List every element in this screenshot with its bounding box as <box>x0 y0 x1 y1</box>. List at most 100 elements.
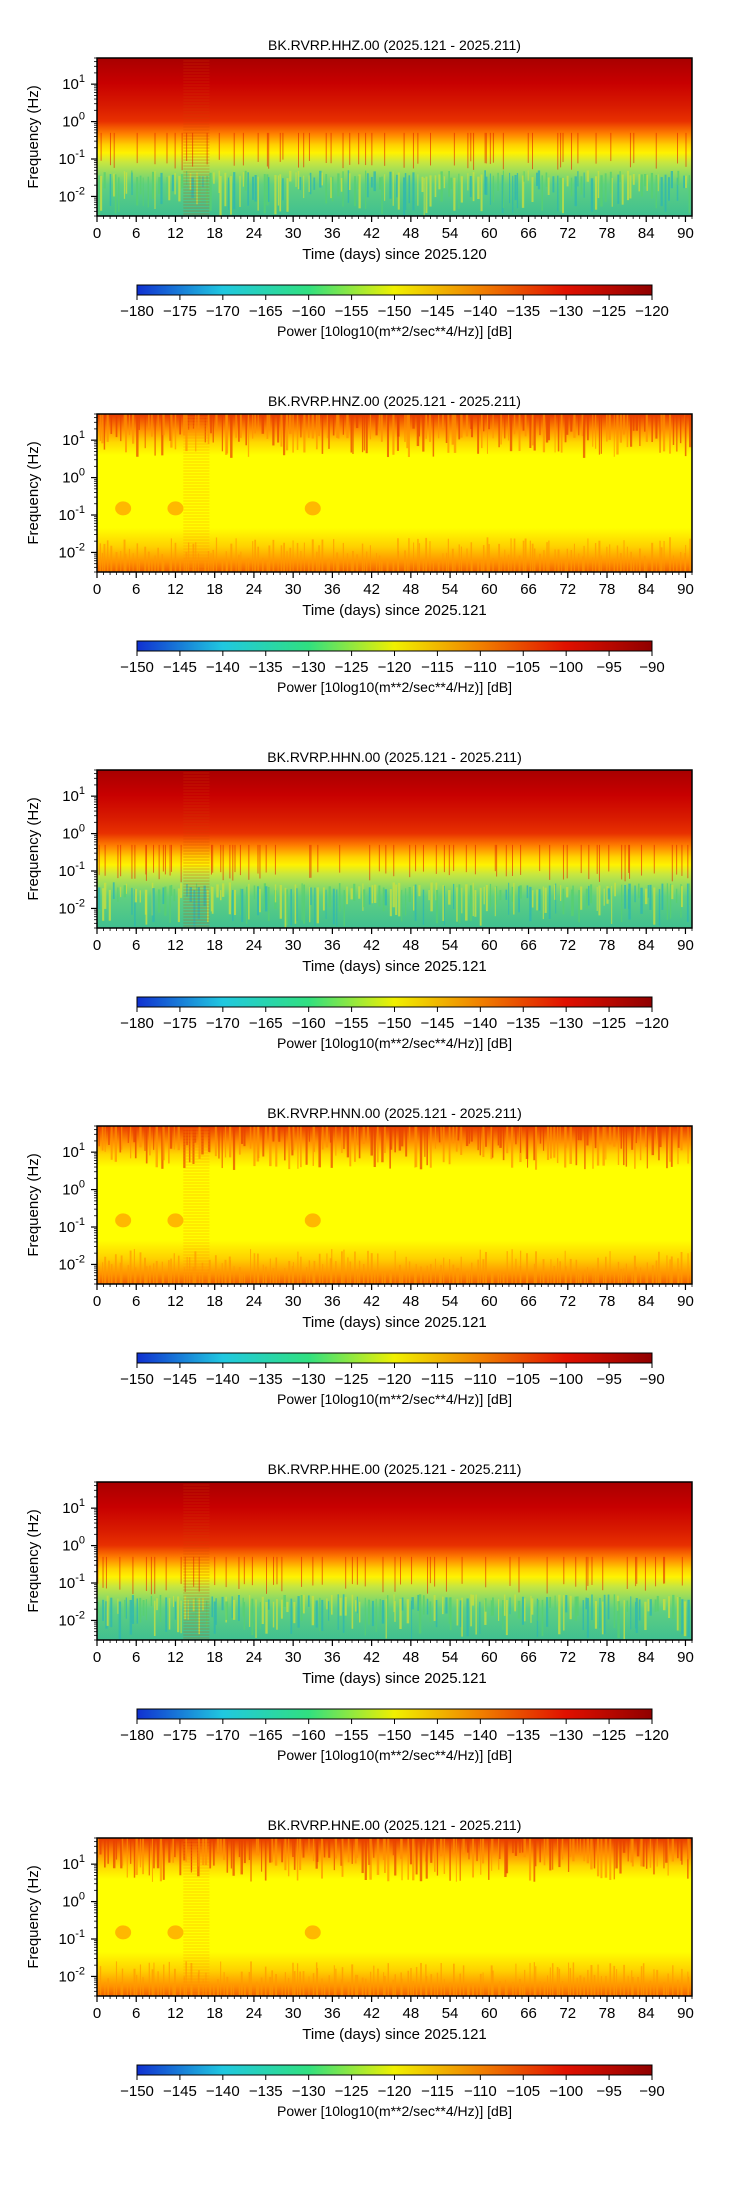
panel-title: BK.RVRP.HHZ.00 (2025.121 - 2025.211) <box>268 37 521 53</box>
x-tick-label: 36 <box>324 581 341 598</box>
panel-title: BK.RVRP.HNN.00 (2025.121 - 2025.211) <box>267 1105 522 1121</box>
colorbar-label: Power [10log10(m**2/sec**4/Hz)] [dB] <box>277 2103 512 2119</box>
x-tick-label: 6 <box>132 937 140 954</box>
colorbar-tick-label: −110 <box>464 1371 497 1388</box>
x-tick-label: 66 <box>520 1649 537 1666</box>
x-tick-label: 0 <box>93 1649 101 1666</box>
x-tick-label: 48 <box>403 937 420 954</box>
x-tick-label: 60 <box>481 581 498 598</box>
x-tick-label: 12 <box>167 225 184 242</box>
x-tick-label: 42 <box>363 1293 380 1310</box>
x-tick-label: 36 <box>324 225 341 242</box>
y-axis-label: Frequency (Hz) <box>25 1865 42 1968</box>
heatmap-texture <box>99 413 692 572</box>
y-tick-label: 100 <box>62 467 85 487</box>
x-tick-label: 72 <box>559 581 576 598</box>
heatmap-texture <box>98 1125 693 1284</box>
y-tick-label: 10-1 <box>59 1928 85 1948</box>
x-tick-label: 36 <box>324 1293 341 1310</box>
x-tick-label: 12 <box>167 2005 184 2022</box>
plot-frame <box>96 769 693 929</box>
x-tick-label: 0 <box>93 937 101 954</box>
spectrogram-panel: BK.RVRP.HNN.00 (2025.121 - 2025.211) 0 6 12… <box>25 1105 694 1407</box>
x-axis-label: Time (days) since 2025.121 <box>302 2026 487 2043</box>
y-tick-label: 100 <box>62 1891 85 1911</box>
x-tick-label: 48 <box>403 225 420 242</box>
colorbar-tick-label: −125 <box>335 659 369 676</box>
x-tick-label: 66 <box>520 581 537 598</box>
colorbar-tick-label: −125 <box>592 1727 626 1744</box>
colorbar-tick-label: −120 <box>378 1371 412 1388</box>
colorbar-tick-label: −150 <box>378 1727 412 1744</box>
colorbar-tick-label: −140 <box>463 303 497 320</box>
y-tick-label: 10-1 <box>59 148 85 168</box>
x-tick-label: 30 <box>285 1293 302 1310</box>
colorbar-tick-label: −130 <box>549 1727 583 1744</box>
colorbar-tick-label: −100 <box>549 659 583 676</box>
colorbar-tick-label: −90 <box>639 1371 664 1388</box>
x-tick-label: 54 <box>442 937 459 954</box>
colorbar-tick-label: −170 <box>206 303 240 320</box>
colorbar-tick-label: −155 <box>335 303 369 320</box>
colorbar-tick-label: −145 <box>163 1371 197 1388</box>
y-axis-label: Frequency (Hz) <box>25 1509 42 1612</box>
plot-frame <box>96 1837 693 1997</box>
x-tick-label: 48 <box>403 1293 420 1310</box>
colorbar-tick-label: −95 <box>596 2083 621 2100</box>
colorbar-tick-label: −165 <box>249 1727 283 1744</box>
colorbar-tick-label: −120 <box>378 2083 412 2100</box>
colorbar-tick-label: −170 <box>206 1015 240 1032</box>
colorbar-tick-label: −140 <box>206 1371 240 1388</box>
x-tick-label: 0 <box>93 2005 101 2022</box>
x-tick-label: 42 <box>363 581 380 598</box>
x-tick-label: 6 <box>132 581 140 598</box>
panel-title: BK.RVRP.HHE.00 (2025.121 - 2025.211) <box>268 1461 522 1477</box>
x-tick-label: 6 <box>132 225 140 242</box>
y-tick-label: 101 <box>62 1141 85 1161</box>
y-axis-label: Frequency (Hz) <box>25 1153 42 1256</box>
x-tick-label: 72 <box>559 1293 576 1310</box>
x-tick-label: 54 <box>442 225 459 242</box>
colorbar-tick-label: −130 <box>292 659 326 676</box>
x-tick-label: 30 <box>285 1649 302 1666</box>
colorbar-tick-label: −145 <box>421 1727 455 1744</box>
colorbar-tick-label: −145 <box>421 1015 455 1032</box>
colorbar-tick-label: −150 <box>120 1371 154 1388</box>
colorbar-tick-label: −140 <box>463 1015 497 1032</box>
x-tick-label: 84 <box>638 1649 655 1666</box>
x-tick-label: 12 <box>167 937 184 954</box>
colorbar-tick-label: −105 <box>506 1371 540 1388</box>
x-tick-label: 54 <box>442 581 459 598</box>
colorbar-label: Power [10log10(m**2/sec**4/Hz)] [dB] <box>277 1035 512 1051</box>
x-tick-label: 90 <box>677 937 694 954</box>
x-tick-label: 84 <box>638 225 655 242</box>
x-tick-label: 48 <box>403 1649 420 1666</box>
colorbar-tick-label: −125 <box>335 1371 369 1388</box>
colorbar-tick-label: −95 <box>596 659 621 676</box>
x-tick-label: 0 <box>93 581 101 598</box>
x-tick-label: 18 <box>206 937 223 954</box>
x-tick-label: 6 <box>132 1649 140 1666</box>
colorbar-tick-label: −180 <box>120 303 154 320</box>
colorbar <box>136 2064 653 2076</box>
colorbar-tick-label: −145 <box>163 659 197 676</box>
y-tick-label: 100 <box>62 1179 85 1199</box>
x-tick-label: 66 <box>520 2005 537 2022</box>
colorbar-tick-label: −135 <box>249 659 283 676</box>
x-tick-label: 72 <box>559 937 576 954</box>
colorbar-tick-label: −125 <box>335 2083 369 2100</box>
colorbar-label: Power [10log10(m**2/sec**4/Hz)] [dB] <box>277 323 512 339</box>
colorbar-tick-label: −110 <box>464 2083 497 2100</box>
colorbar <box>136 996 653 1008</box>
plot-frame <box>96 57 693 217</box>
x-tick-label: 60 <box>481 937 498 954</box>
x-tick-label: 60 <box>481 1649 498 1666</box>
y-tick-label: 10-1 <box>59 1216 85 1236</box>
heatmap-texture <box>98 769 690 928</box>
x-tick-label: 78 <box>599 2005 616 2022</box>
colorbar-tick-label: −165 <box>249 1015 283 1032</box>
x-tick-label: 72 <box>559 1649 576 1666</box>
x-tick-label: 72 <box>559 225 576 242</box>
colorbar-tick-label: −100 <box>549 1371 583 1388</box>
x-tick-label: 60 <box>481 2005 498 2022</box>
